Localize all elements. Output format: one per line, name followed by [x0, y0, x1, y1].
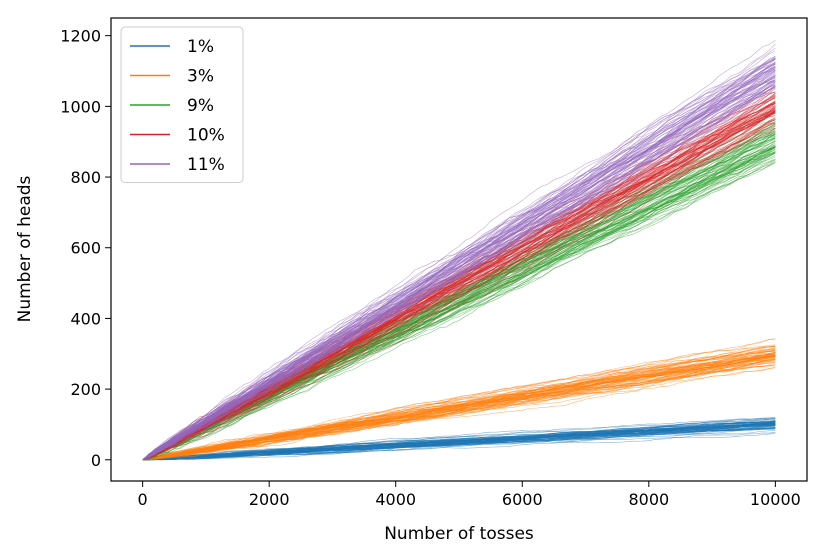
legend-item: 1% — [130, 37, 214, 57]
y-axis-label: Number of heads — [15, 175, 35, 322]
series-1pct — [142, 416, 776, 461]
series-line — [142, 65, 776, 461]
x-tick-label: 6000 — [502, 490, 543, 509]
series-line — [142, 57, 776, 461]
series-line — [142, 423, 776, 461]
series-line — [142, 119, 776, 461]
series-line — [142, 364, 776, 461]
series-line — [142, 112, 776, 461]
legend-item: 9% — [130, 96, 214, 116]
series-line — [142, 345, 776, 461]
x-tick-label: 2000 — [249, 490, 290, 509]
legend-label: 1% — [187, 37, 214, 57]
plot-frame — [110, 17, 808, 482]
series-line — [142, 367, 776, 461]
legend-label: 3% — [187, 67, 214, 87]
series-line — [142, 422, 776, 461]
x-tick-label: 10000 — [750, 490, 801, 509]
series-line — [142, 160, 776, 461]
series-line — [142, 355, 776, 461]
series-line — [142, 82, 776, 461]
y-axis: 0 200 400 600 800 1000 1200 — [60, 27, 111, 470]
legend-item: 11% — [130, 155, 225, 175]
series-3pct — [142, 338, 776, 461]
series-line — [142, 87, 776, 461]
legend-item: 3% — [130, 67, 214, 87]
legend: 1% 3% 9% 10% 11% — [120, 26, 244, 183]
series-line — [142, 81, 776, 461]
series-line — [142, 110, 776, 461]
series-line — [142, 367, 776, 461]
series-line — [142, 39, 776, 461]
series-line — [142, 107, 776, 461]
y-tick-label: 400 — [70, 309, 101, 328]
series-line — [142, 150, 776, 461]
series-line — [142, 118, 776, 461]
legend-label: 11% — [187, 155, 225, 175]
series-line — [142, 116, 776, 461]
legend-item: 10% — [130, 126, 225, 146]
series-line — [142, 118, 776, 461]
series-line — [142, 68, 776, 461]
y-tick-label: 600 — [70, 239, 101, 258]
series-11pct — [142, 39, 776, 461]
y-tick-label: 0 — [91, 451, 101, 470]
y-tick-label: 200 — [70, 380, 101, 399]
x-tick-label: 4000 — [375, 490, 416, 509]
series-line — [142, 425, 776, 461]
series-line — [142, 149, 776, 461]
y-tick-label: 800 — [70, 168, 101, 187]
series-line — [142, 356, 776, 461]
series-line — [142, 348, 776, 461]
x-axis-label: Number of tosses — [384, 524, 534, 544]
x-tick-label: 8000 — [628, 490, 669, 509]
legend-label: 10% — [187, 126, 225, 146]
series-layer — [142, 39, 776, 461]
series-line — [142, 138, 776, 461]
y-tick-label: 1200 — [60, 27, 101, 46]
series-line — [142, 338, 776, 461]
series-line — [142, 92, 776, 461]
series-line — [142, 43, 776, 461]
series-line — [142, 56, 776, 461]
y-tick-label: 1000 — [60, 97, 101, 116]
series-line — [142, 356, 776, 461]
x-tick-label: 0 — [138, 490, 148, 509]
series-line — [142, 86, 776, 461]
series-line — [142, 353, 776, 461]
series-line — [142, 87, 776, 461]
x-axis: 0 2000 4000 6000 8000 10000 — [138, 481, 801, 509]
series-line — [142, 95, 776, 461]
legend-label: 9% — [187, 96, 214, 116]
series-line — [142, 77, 776, 461]
series-line — [142, 346, 776, 461]
series-line — [142, 50, 776, 461]
series-line — [142, 422, 776, 461]
series-line — [142, 423, 776, 461]
legend-box — [120, 26, 244, 183]
